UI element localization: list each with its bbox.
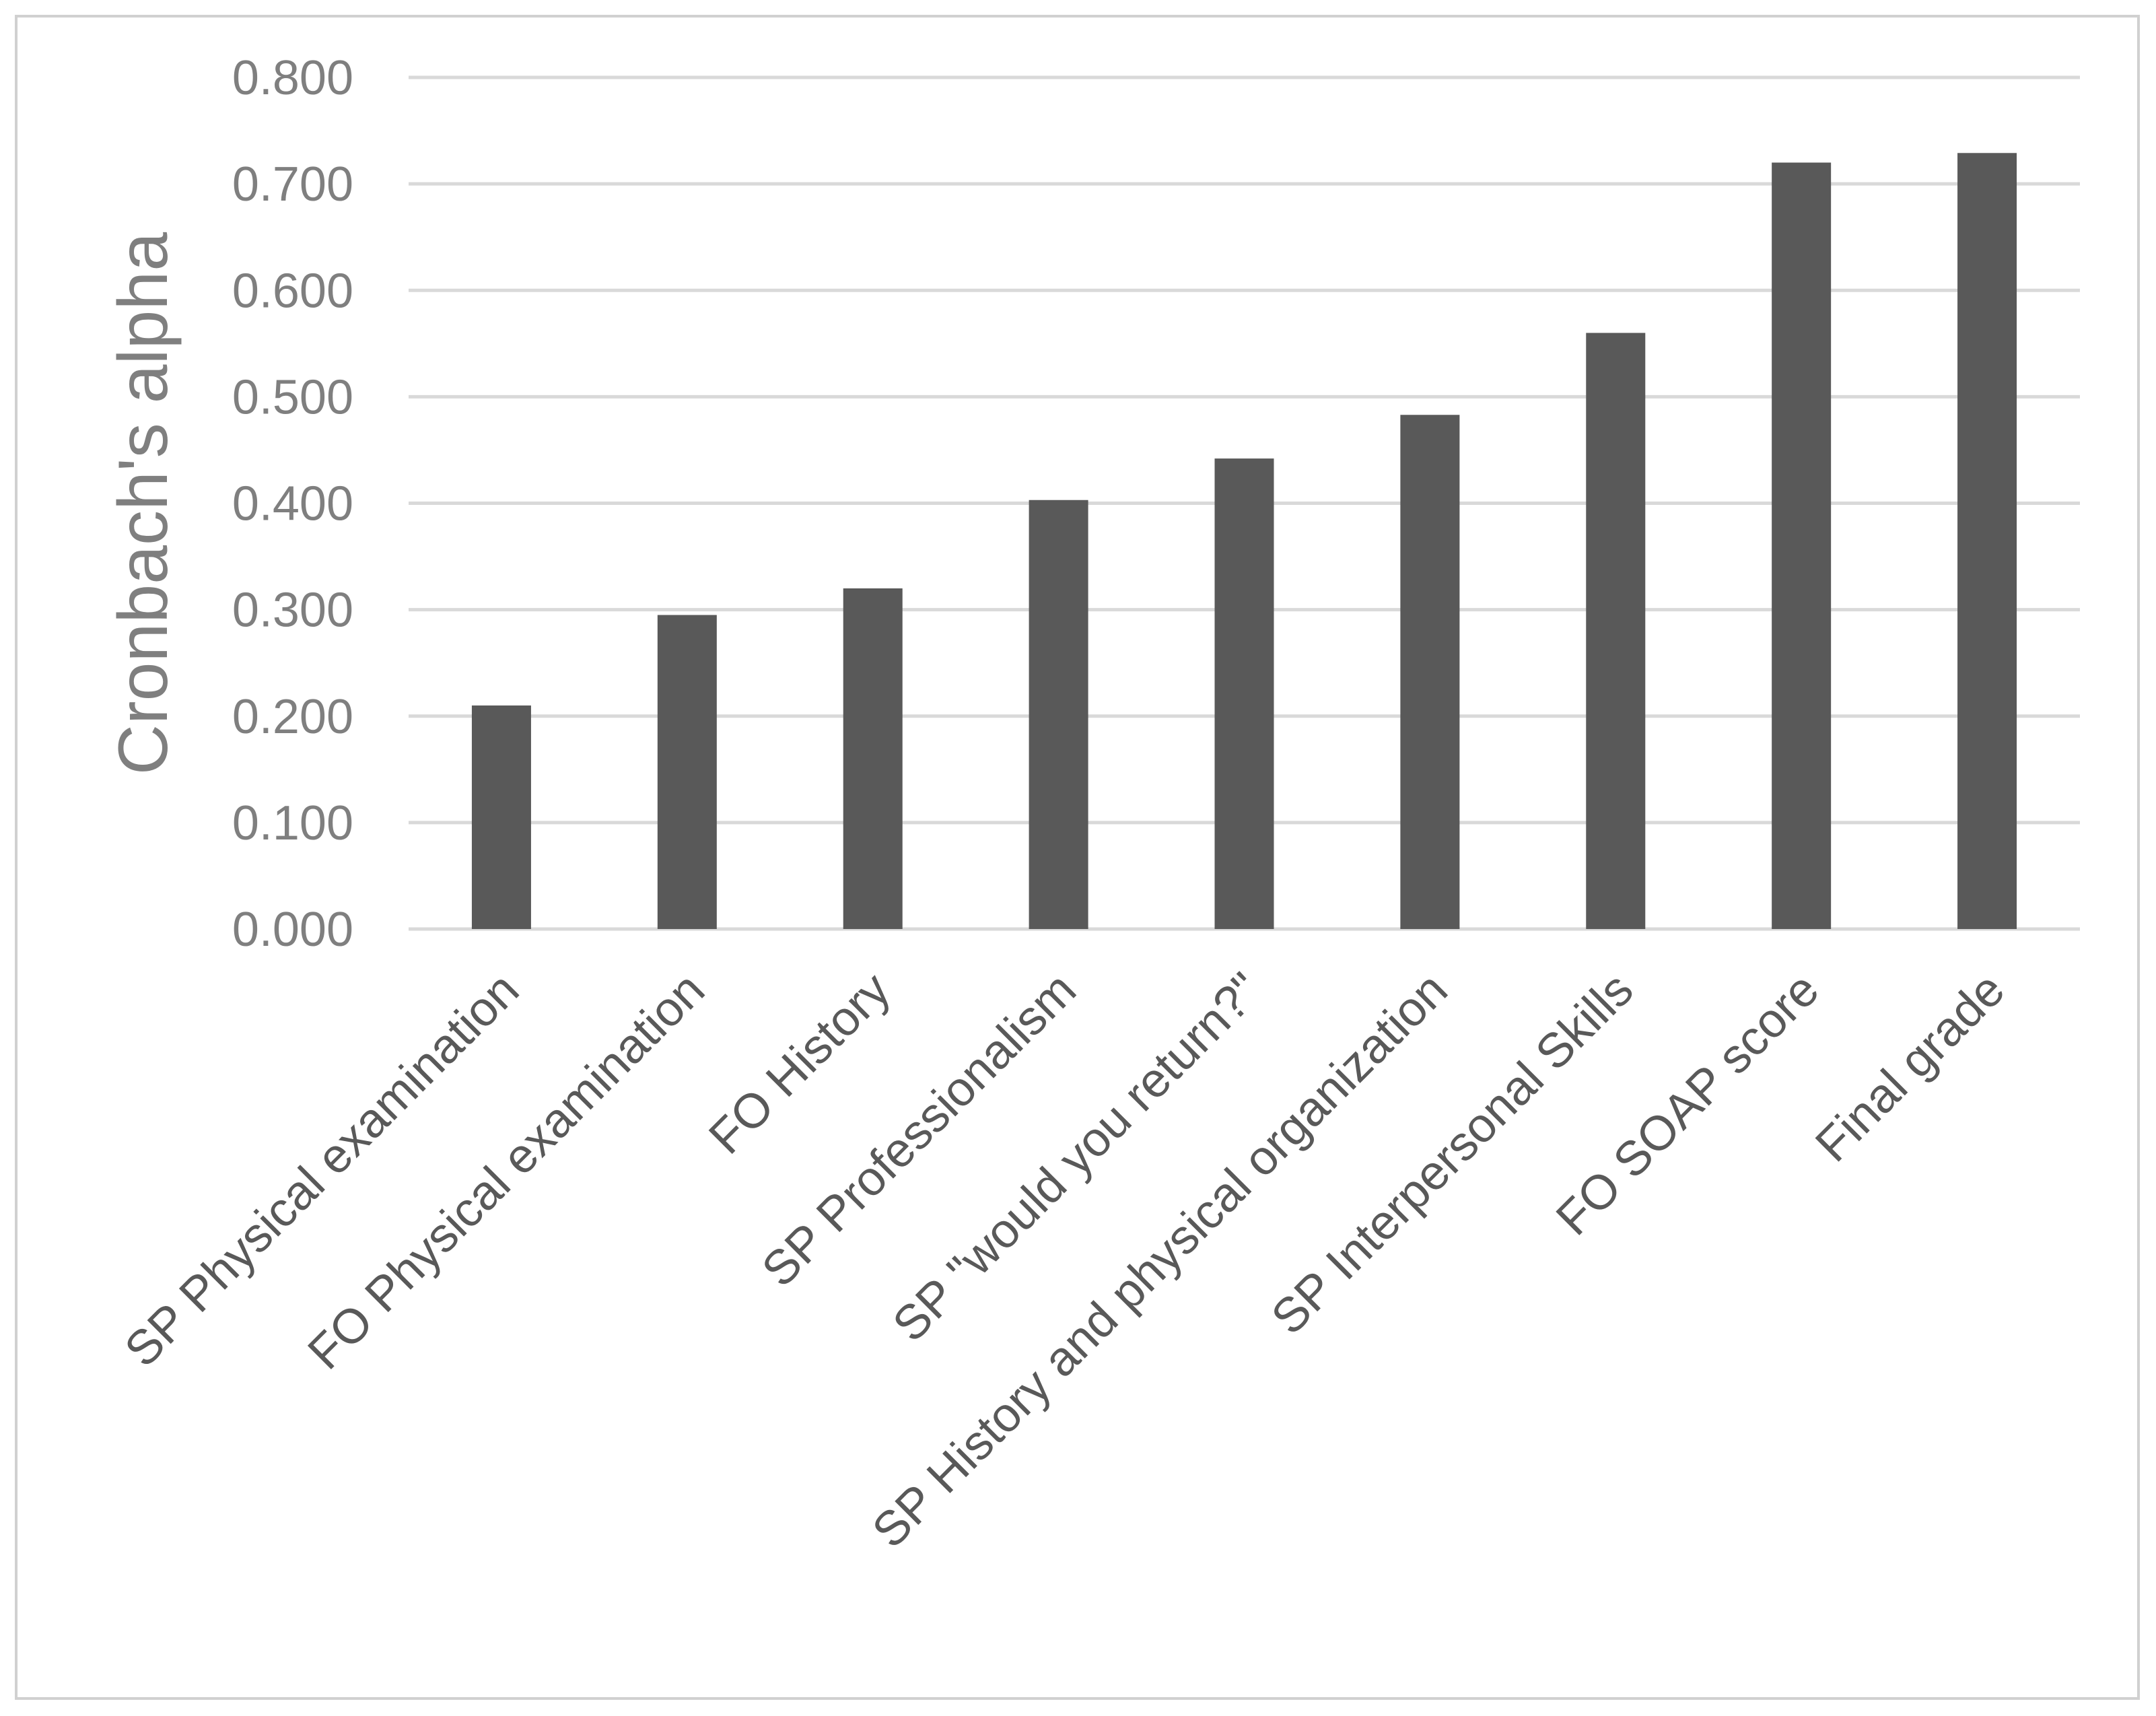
y-tick-label: 0.300 bbox=[232, 584, 353, 638]
y-tick-label: 0.200 bbox=[232, 690, 353, 744]
x-tick-label: FO History bbox=[699, 963, 901, 1165]
bar bbox=[843, 588, 903, 929]
x-tick-label: SP Professionalism bbox=[752, 963, 1086, 1297]
y-tick-label: 0.700 bbox=[232, 158, 353, 211]
bar bbox=[657, 615, 717, 929]
bar bbox=[1029, 500, 1088, 929]
y-tick-label: 0.800 bbox=[232, 51, 353, 105]
y-tick-labels: 0.000 0.100 0.200 0.300 0.400 0.500 0.600 0.700… bbox=[232, 51, 353, 957]
y-tick-label: 0.000 bbox=[232, 903, 353, 957]
bar bbox=[1772, 162, 1832, 929]
x-tick-label: SP Interpersonal Skills bbox=[1261, 963, 1644, 1345]
bar bbox=[1957, 153, 2017, 929]
x-tick-label: SP Physical examination bbox=[114, 963, 529, 1377]
x-tick-label: SP "would you return?" bbox=[882, 963, 1272, 1352]
bar bbox=[1586, 333, 1646, 929]
bar bbox=[471, 705, 531, 929]
bar bbox=[1214, 458, 1274, 929]
x-tick-label: FO Physical examination bbox=[298, 963, 715, 1380]
y-axis-label: Cronbach's alpha bbox=[104, 232, 182, 775]
x-tick-label: Final grade bbox=[1805, 963, 2015, 1172]
y-tick-label: 0.500 bbox=[232, 370, 353, 424]
bars bbox=[471, 153, 2017, 929]
y-tick-label: 0.400 bbox=[232, 477, 353, 531]
y-tick-label: 0.100 bbox=[232, 796, 353, 850]
y-tick-label: 0.600 bbox=[232, 264, 353, 318]
bar bbox=[1400, 415, 1460, 929]
